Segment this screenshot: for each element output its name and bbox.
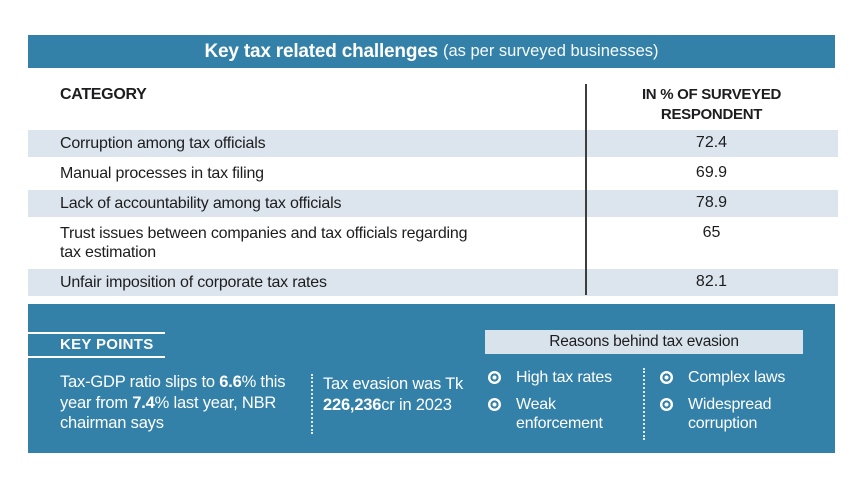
- page-title-note: (as per surveyed businesses): [442, 42, 659, 60]
- dotted-divider: [311, 374, 313, 434]
- column-header-percent-line2: RESPONDENT: [660, 105, 763, 123]
- table-row: Trust issues between companies and tax o…: [28, 220, 838, 266]
- row-value: 78.9: [695, 194, 728, 211]
- page-title: Key tax related challenges: [204, 40, 439, 62]
- bullet-label-text-line2: enforcement: [516, 415, 603, 432]
- table-row: Lack of accountability among tax officia…: [28, 190, 838, 217]
- table-row: Unfair imposition of corporate tax rates…: [28, 269, 838, 296]
- key-point-tax-evasion: Tax evasion was Tk 226,236cr in 2023: [323, 374, 465, 415]
- ring-bullet-icon: [660, 371, 673, 384]
- title-bar: Key tax related challenges (as per surve…: [28, 35, 835, 68]
- bullet-label: Weak enforcement: [516, 395, 603, 433]
- bullet-label-text: Complex laws: [688, 369, 786, 386]
- ring-bullet-icon: [660, 398, 673, 411]
- reasons-header: Reasons behind tax evasion: [485, 330, 803, 354]
- ring-bullet-icon: [488, 371, 501, 384]
- row-label: Trust issues between companies and tax o…: [28, 220, 585, 266]
- kp1-text: % this year from: [60, 373, 286, 412]
- column-header-percent-line1: IN % OF SURVEYED: [641, 86, 782, 103]
- bullet-label-text: Weak: [516, 396, 556, 413]
- row-label-text: Corruption among tax officials: [60, 135, 266, 152]
- kp1-bold-value: 7.4: [132, 393, 155, 412]
- kp2-text: cr in 2023: [381, 395, 452, 414]
- key-points-heading: KEY POINTS: [28, 332, 165, 358]
- column-header-category: CATEGORY: [60, 86, 147, 103]
- bullet-label: Widespread corruption: [688, 395, 772, 433]
- list-item: Complex laws: [660, 368, 823, 387]
- reasons-bullet-list: High tax rates Complex laws Weak enforce…: [488, 368, 823, 433]
- list-item: Weak enforcement: [488, 395, 660, 433]
- row-label-text: Manual processes in tax filing: [60, 165, 264, 182]
- table-row: Corruption among tax officials 72.4: [28, 130, 838, 157]
- key-point-tax-gdp: Tax-GDP ratio slips to 6.6% this year fr…: [60, 372, 308, 434]
- dotted-divider: [643, 368, 645, 440]
- column-divider-line: [585, 84, 587, 295]
- row-label: Manual processes in tax filing: [28, 160, 585, 187]
- row-label-text: Unfair imposition of corporate tax rates: [60, 274, 327, 291]
- kp2-text: Tax evasion was Tk: [323, 375, 464, 393]
- kp1-bold-value: 6.6: [219, 373, 242, 391]
- row-label-text-line2: tax estimation: [60, 244, 156, 261]
- key-points-panel: KEY POINTS Tax-GDP ratio slips to 6.6% t…: [28, 304, 835, 453]
- row-value: 69.9: [695, 164, 728, 181]
- ring-bullet-icon: [488, 398, 501, 411]
- bullet-label-text: High tax rates: [516, 369, 612, 386]
- table-header-row: CATEGORY IN % OF SURVEYED RESPONDENT: [28, 80, 838, 130]
- kp1-text: % last year, NBR chairman says: [60, 393, 277, 433]
- challenges-table: CATEGORY IN % OF SURVEYED RESPONDENT Cor…: [28, 80, 838, 299]
- list-item: Widespread corruption: [660, 395, 823, 433]
- kp2-bold-value: 226,236: [323, 395, 382, 414]
- bullet-label-text-line2: corruption: [688, 415, 758, 432]
- bullet-label-text: Widespread: [688, 396, 772, 413]
- kp1-text: Tax-GDP ratio slips to: [60, 373, 220, 391]
- row-label: Unfair imposition of corporate tax rates: [28, 269, 585, 296]
- column-header-percent: IN % OF SURVEYED RESPONDENT: [585, 80, 838, 124]
- row-label-text: Lack of accountability among tax officia…: [60, 195, 342, 212]
- row-value: 82.1: [695, 273, 728, 290]
- row-value: 65: [702, 224, 721, 241]
- row-label: Lack of accountability among tax officia…: [28, 190, 585, 217]
- list-item: High tax rates: [488, 368, 660, 387]
- bullet-label: High tax rates: [516, 368, 612, 387]
- row-label: Corruption among tax officials: [28, 130, 585, 157]
- table-row: Manual processes in tax filing 69.9: [28, 160, 838, 187]
- row-value: 72.4: [695, 134, 728, 151]
- bullet-label: Complex laws: [688, 368, 785, 387]
- row-label-text: Trust issues between companies and tax o…: [60, 225, 468, 242]
